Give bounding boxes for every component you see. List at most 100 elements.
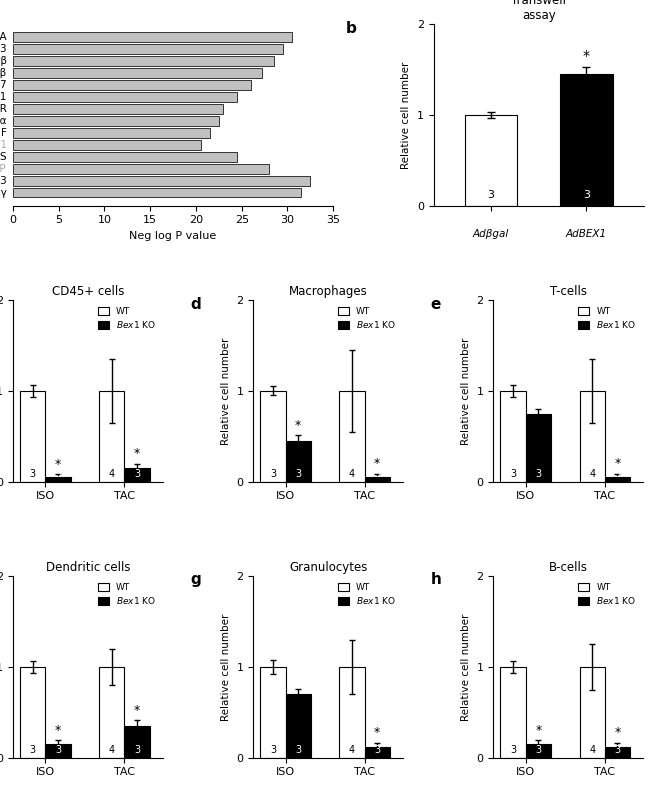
Text: 4: 4 [109, 469, 115, 479]
Text: 3: 3 [614, 745, 621, 755]
Title: CD45+ cells: CD45+ cells [52, 285, 124, 297]
Text: g: g [190, 572, 201, 588]
Bar [13, 104, 224, 114]
Y-axis label: Relative cell number: Relative cell number [221, 337, 231, 445]
Text: 3: 3 [510, 745, 516, 755]
Bar [339, 391, 365, 482]
Text: 4: 4 [589, 469, 595, 479]
Bar [13, 152, 237, 161]
Bar [13, 116, 219, 126]
Text: Adβgal: Adβgal [473, 230, 509, 239]
Title: Dendritic cells: Dendritic cells [46, 560, 130, 574]
Bar [13, 128, 210, 138]
Bar [20, 391, 46, 482]
Title: T-cells: T-cells [550, 285, 587, 297]
Bar [526, 413, 551, 482]
Text: *: * [583, 49, 590, 63]
Bar [285, 694, 311, 758]
Text: TNF: TNF [0, 128, 6, 138]
Text: IFNγ: IFNγ [0, 188, 6, 197]
Text: 3: 3 [55, 469, 61, 479]
Text: 3: 3 [270, 469, 276, 479]
Bar [560, 74, 612, 206]
Bar [46, 477, 71, 482]
Y-axis label: Relative cell number: Relative cell number [402, 61, 411, 168]
Text: STAT1: STAT1 [0, 92, 6, 102]
Text: *: * [55, 724, 61, 737]
Text: *: * [614, 457, 621, 470]
Bar [580, 667, 604, 758]
Text: IFNβ: IFNβ [0, 68, 6, 78]
Text: IRF3: IRF3 [0, 44, 6, 54]
Text: 3: 3 [134, 469, 140, 479]
Bar [365, 746, 390, 758]
Bar [365, 477, 390, 482]
Bar [13, 177, 310, 185]
Bar [13, 164, 269, 173]
Text: 3: 3 [536, 745, 541, 755]
Bar [13, 44, 283, 54]
Text: Poly rI:rC RNA: Poly rI:rC RNA [0, 32, 6, 42]
Text: 3: 3 [374, 745, 380, 755]
Text: 3: 3 [510, 469, 516, 479]
Bar [260, 667, 285, 758]
Text: IL1β: IL1β [0, 56, 6, 66]
Legend: WT, $\it{Bex1}$ KO: WT, $\it{Bex1}$ KO [95, 305, 159, 332]
Bar [13, 32, 292, 42]
Text: 3: 3 [295, 745, 302, 755]
Bar [13, 69, 262, 77]
Text: *: * [134, 447, 140, 460]
Text: b: b [346, 20, 357, 35]
Bar [604, 746, 630, 758]
Text: *: * [374, 457, 380, 470]
Bar [500, 667, 526, 758]
Bar [13, 81, 251, 89]
X-axis label: Neg log P value: Neg log P value [129, 231, 216, 241]
Text: 3: 3 [488, 190, 495, 200]
Title: Transwell
assay: Transwell assay [511, 0, 566, 22]
Text: *: * [55, 458, 61, 471]
Bar [260, 391, 285, 482]
Text: IFNAR: IFNAR [0, 104, 6, 114]
Text: h: h [430, 572, 441, 588]
Text: e: e [430, 297, 441, 311]
Text: IRF7: IRF7 [0, 80, 6, 90]
Y-axis label: Relative cell number: Relative cell number [461, 613, 471, 721]
Bar [13, 188, 301, 197]
Bar [604, 477, 630, 482]
Text: AdBEX1: AdBEX1 [566, 230, 607, 239]
Text: 3: 3 [374, 469, 380, 479]
Text: LPS: LPS [0, 152, 6, 162]
Bar [13, 140, 201, 150]
Text: *: * [374, 726, 380, 739]
Bar [339, 667, 365, 758]
Text: IFNα: IFNα [0, 116, 6, 126]
Text: 3: 3 [295, 469, 302, 479]
Bar [285, 441, 311, 482]
Text: 3: 3 [30, 745, 36, 755]
Text: 3: 3 [55, 745, 61, 755]
Title: B-cells: B-cells [549, 560, 588, 574]
Text: TGFB1: TGFB1 [0, 140, 6, 150]
Y-axis label: Relative cell number: Relative cell number [221, 613, 231, 721]
Text: *: * [295, 419, 302, 432]
Bar [580, 391, 604, 482]
Text: *: * [536, 724, 541, 737]
Bar [13, 93, 237, 102]
Text: 3: 3 [583, 190, 590, 200]
Title: Macrophages: Macrophages [289, 285, 368, 297]
Legend: WT, $\it{Bex1}$ KO: WT, $\it{Bex1}$ KO [575, 305, 639, 332]
Legend: WT, $\it{Bex1}$ KO: WT, $\it{Bex1}$ KO [335, 305, 399, 332]
Text: 4: 4 [349, 745, 355, 755]
Text: 3: 3 [134, 745, 140, 755]
Text: 4: 4 [349, 469, 355, 479]
Title: Granulocytes: Granulocytes [289, 560, 367, 574]
Legend: WT, $\it{Bex1}$ KO: WT, $\it{Bex1}$ KO [575, 580, 639, 609]
Bar [465, 115, 517, 206]
Bar [99, 391, 124, 482]
Text: 3: 3 [30, 469, 36, 479]
Text: d: d [190, 297, 201, 311]
Bar [13, 56, 274, 66]
Text: TP53: TP53 [0, 176, 6, 186]
Bar [99, 667, 124, 758]
